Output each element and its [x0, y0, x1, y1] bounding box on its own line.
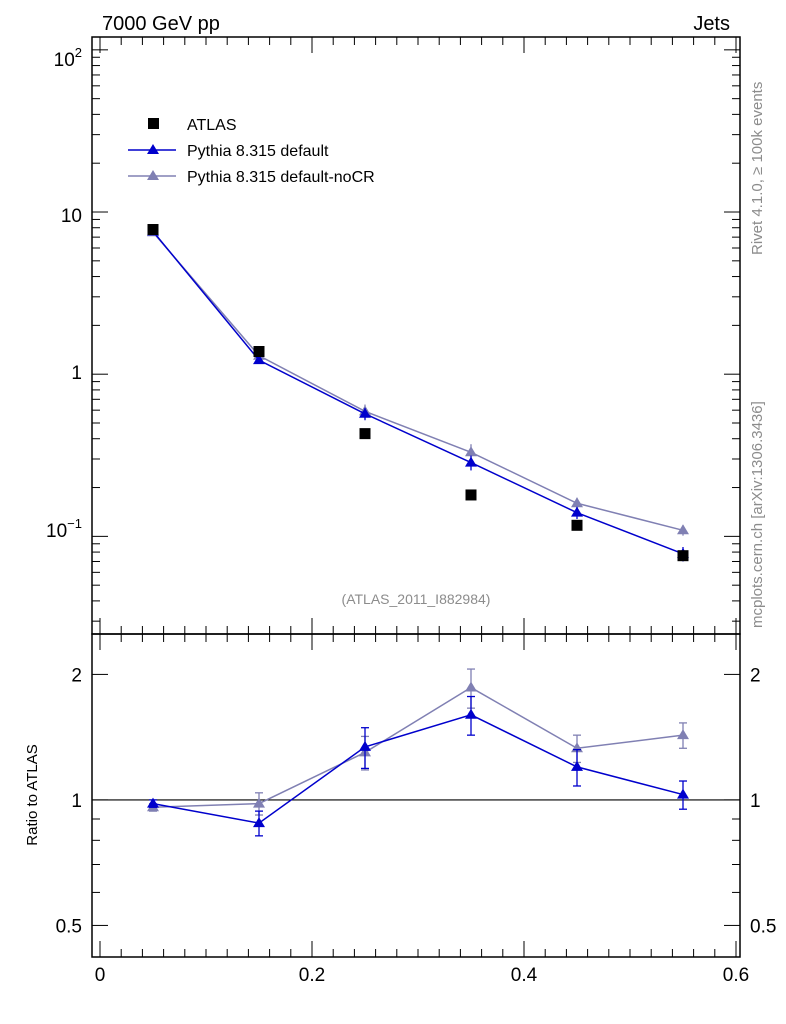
main-pythia-8-315-default-point	[571, 506, 583, 517]
main-pythia-8-315-default-nocr-line	[152, 231, 684, 532]
ratio-y-tick-label-right: 1	[750, 791, 761, 812]
ratio-y-tick-label: 0.5	[56, 916, 82, 937]
ratio-y-axis-label: Ratio to ATLAS	[24, 744, 41, 845]
legend-marker-pythia-nocr	[147, 170, 159, 180]
ratio-pythia-8-315-default-nocr-point	[677, 729, 689, 740]
legend-marker-atlas	[148, 118, 159, 129]
main-y-tick-label-100: 102	[54, 45, 82, 71]
ratio-pythia-8-315-default-line	[152, 714, 684, 824]
main-pythia-8-315-default-nocr-point	[677, 524, 689, 535]
ratio-pythia-8-315-default-point	[253, 817, 265, 828]
main-atlas-point	[677, 550, 689, 562]
ratio-pythia-8-315-default-nocr-line	[152, 686, 684, 809]
ratio-pythia-8-315-default-point	[571, 760, 583, 771]
ratio-y-tick-label: 2	[71, 665, 82, 686]
ratio-pythia-8-315-default-nocr-point	[253, 797, 265, 808]
main-pythia-8-315-default-nocr-point	[571, 497, 583, 508]
main-y-tick-label-10: 10	[61, 206, 82, 227]
mcplots-reference-label: mcplots.cern.ch [arXiv:1306.3436]	[749, 401, 766, 628]
legend-label-pythia-default: Pythia 8.315 default	[187, 143, 329, 160]
main-atlas-point	[253, 346, 265, 358]
ratio-pythia-8-315-default-nocr-point	[465, 681, 477, 692]
rivet-version-label: Rivet 4.1.0, ≥ 100k events	[749, 82, 766, 255]
main-y-tick-label-0.1: 10−1	[46, 516, 82, 542]
main-atlas-point	[465, 489, 477, 501]
main-pythia-8-315-default-point	[253, 354, 265, 365]
main-atlas-point	[147, 224, 159, 236]
axis-ticks: 0.5 0.5 1 1 2 2 0 0.2 0.4 0.6	[56, 37, 776, 986]
x-tick-label: 0.6	[723, 965, 749, 986]
main-pythia-8-315-default-line	[152, 230, 684, 555]
main-pythia-8-315-default-nocr-point	[465, 446, 477, 457]
legend-marker-pythia-default	[147, 144, 159, 154]
ratio-y-tick-label: 1	[71, 791, 82, 812]
data-marks	[92, 224, 740, 837]
ratio-pythia-8-315-default-point	[147, 797, 159, 808]
ratio-y-tick-label-right: 0.5	[750, 916, 776, 937]
main-atlas-point	[359, 428, 371, 440]
main-pythia-8-315-default-point	[359, 407, 371, 418]
x-tick-label: 0.4	[511, 965, 538, 986]
ratio-pythia-8-315-default-point	[359, 740, 371, 751]
ratio-y-tick-label-right: 2	[750, 665, 761, 686]
main-atlas-point	[571, 519, 583, 531]
ratio-pythia-8-315-default-point	[465, 708, 477, 719]
header-process-label: Jets	[693, 13, 730, 35]
x-tick-label: 0.2	[299, 965, 325, 986]
ratio-plot-frame	[91, 633, 741, 958]
ratio-pythia-8-315-default-point	[677, 788, 689, 799]
legend-label-atlas: ATLAS	[187, 117, 237, 134]
analysis-id-label: (ATLAS_2011_I882984)	[342, 591, 491, 607]
main-pythia-8-315-default-point	[465, 456, 477, 467]
header-energy-label: 7000 GeV pp	[102, 13, 220, 35]
x-tick-label: 0	[95, 965, 106, 986]
main-y-tick-label-1: 1	[71, 363, 82, 384]
legend-label-pythia-nocr: Pythia 8.315 default-noCR	[187, 169, 375, 186]
legend: ATLAS Pythia 8.315 default Pythia 8.315 …	[128, 117, 375, 186]
